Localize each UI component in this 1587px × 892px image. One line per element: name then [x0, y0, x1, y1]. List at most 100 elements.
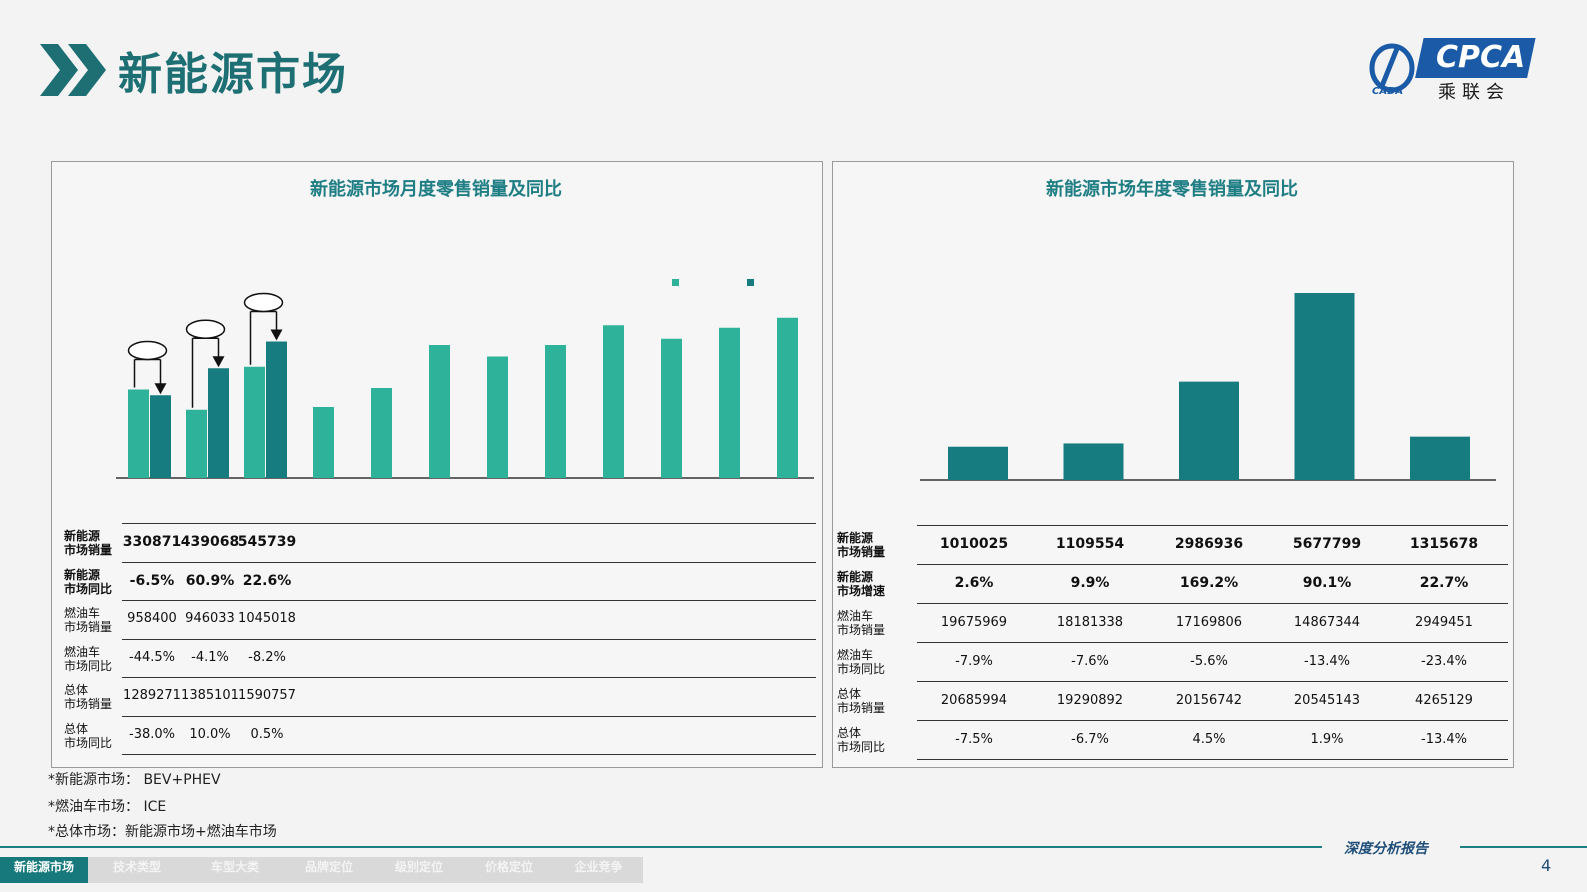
table-cell: 20685994 — [940, 693, 1008, 708]
table-cell: -44.5% — [129, 649, 175, 665]
table-cell: 4265129 — [1415, 693, 1473, 708]
row-label: 燃油车 市场销量 — [64, 606, 112, 634]
annual-panel — [832, 161, 1514, 768]
bar-y2023 — [208, 368, 229, 478]
table-cell: -6.7% — [1071, 732, 1109, 747]
row-label: 燃油车 市场同比 — [64, 645, 112, 673]
table-cell: 22.7% — [1419, 575, 1469, 591]
nav-tab-2[interactable]: 车型大类 — [210, 860, 259, 874]
row-label-line: 总体 — [64, 721, 89, 736]
row-label-line: 燃油车 — [837, 609, 874, 623]
table-cell: 330871 — [122, 534, 182, 550]
bar-y2022 — [186, 409, 207, 478]
row-label: 燃油车 市场同比 — [837, 648, 885, 676]
table-cell: -8.2% — [248, 649, 286, 665]
row-label-line: 市场同比 — [837, 740, 886, 754]
bar-y2022 — [429, 345, 450, 478]
table-cell: -4.1% — [191, 649, 229, 665]
row-label-line: 市场销量 — [64, 543, 113, 557]
bar-annual — [1063, 443, 1124, 480]
row-label-line: 新能源 — [837, 531, 874, 545]
row-label-line: 新能源 — [64, 529, 101, 543]
table-row: 1010025 1109554 2986936 5677799 1315678 — [917, 525, 1508, 565]
bar-y2022 — [371, 388, 392, 478]
table-row: -7.5% -6.7% 4.5% 1.9% -13.4% — [917, 720, 1508, 760]
bar-y2022 — [128, 389, 149, 478]
legend-swatch-y2022 — [672, 279, 679, 286]
logo-mark: CADA — [1372, 86, 1404, 97]
monthly-chart-title: 新能源市场月度零售销量及同比 — [310, 179, 562, 200]
table-cell: 1289271 — [123, 688, 181, 703]
table-row: 2.6% 9.9% 169.2% 90.1% 22.7% — [917, 564, 1508, 604]
cpca-logo: CPCA 乘联会 CADA — [1368, 36, 1538, 103]
table-cell: 1109554 — [1055, 536, 1125, 552]
nav-bar — [88, 857, 643, 883]
table-row: -44.5% -4.1% -8.2% — [122, 639, 816, 678]
row-label-line: 市场销量 — [837, 545, 886, 559]
row-label-line: 新能源 — [837, 570, 874, 584]
table-cell: -6.5% — [129, 572, 175, 589]
row-label: 新能源 市场销量 — [64, 529, 112, 557]
row-label: 总体 市场销量 — [64, 683, 112, 711]
table-cell: 90.1% — [1302, 575, 1352, 591]
table-cell: 60.9% — [185, 572, 235, 589]
row-label-line: 市场销量 — [64, 697, 113, 711]
row-label: 新能源 市场销量 — [837, 531, 885, 559]
bar-y2023 — [266, 341, 287, 478]
table-cell: 1045018 — [238, 611, 296, 626]
nav-tab-6[interactable]: 企业竞争 — [574, 860, 623, 874]
table-row: -7.9% -7.6% -5.6% -13.4% -23.4% — [917, 642, 1508, 682]
table-cell: -7.5% — [955, 732, 993, 747]
bar-y2022 — [777, 317, 798, 478]
legend-swatch-y2023 — [747, 279, 754, 286]
row-label-line: 燃油车 — [837, 648, 874, 662]
table-top-rule — [122, 523, 816, 524]
bar-annual — [1410, 436, 1470, 480]
row-label-line: 燃油车 — [64, 606, 101, 620]
row-label-line: 市场销量 — [64, 620, 113, 634]
table-row: 330871 439068 545739 — [122, 523, 816, 563]
table-cell: 17169806 — [1175, 615, 1243, 630]
annotation-bubble — [185, 319, 226, 339]
row-label-line: 市场同比 — [64, 581, 113, 596]
table-cell: 946033 — [185, 611, 235, 626]
row-label-line: 市场同比 — [64, 735, 113, 750]
annotation-bubble — [243, 292, 284, 313]
bar-y2022 — [313, 407, 334, 478]
nav-tab-5[interactable]: 价格定位 — [484, 860, 533, 874]
bar-annual — [1294, 293, 1355, 480]
table-cell: 958400 — [127, 611, 177, 626]
table-row: 1289271 1385101 1590757 — [122, 677, 816, 717]
table-cell: -13.4% — [1421, 732, 1467, 747]
row-label-line: 市场增速 — [837, 584, 886, 598]
nav-tab-3[interactable]: 品牌定位 — [304, 860, 353, 874]
annotation-bubble — [127, 340, 168, 361]
bar-y2022 — [545, 345, 566, 478]
table-cell: 1315678 — [1409, 536, 1479, 552]
table-cell: -13.4% — [1304, 654, 1350, 669]
table-row: -38.0% 10.0% 0.5% — [122, 716, 816, 755]
note-total: *总体市场：新能源市场+燃油车市场 — [48, 824, 277, 840]
row-label: 新能源 市场同比 — [64, 568, 112, 596]
table-cell: 9.9% — [1070, 575, 1110, 591]
arrow-head-icon — [270, 329, 283, 341]
row-label: 总体 市场销量 — [837, 687, 885, 715]
nav-tab-4[interactable]: 级别定位 — [394, 860, 443, 874]
nav-tab-0[interactable]: 新能源市场 — [0, 857, 88, 883]
nav-tab-1[interactable]: 技术类型 — [112, 860, 161, 874]
note-ice: *燃油车市场： ICE — [48, 799, 167, 815]
footer-rule — [0, 846, 1322, 848]
row-label-line: 总体 — [837, 726, 862, 740]
logo-sub: 乘联会 — [1438, 82, 1510, 103]
table-cell: 10.0% — [189, 726, 231, 742]
table-cell: 169.2% — [1179, 575, 1239, 591]
table-row: 20685994 19290892 20156742 20545143 4265129 — [917, 681, 1508, 721]
bar-y2022 — [244, 366, 265, 478]
table-cell: -7.9% — [955, 654, 993, 669]
monthly-chart — [116, 279, 814, 479]
note-nev: *新能源市场： BEV+PHEV — [48, 772, 221, 788]
bar-y2022 — [661, 338, 682, 478]
annual-chart-title: 新能源市场年度零售销量及同比 — [1046, 179, 1298, 200]
table-cell: 5677799 — [1292, 536, 1362, 552]
table-cell: 2.6% — [954, 575, 994, 591]
